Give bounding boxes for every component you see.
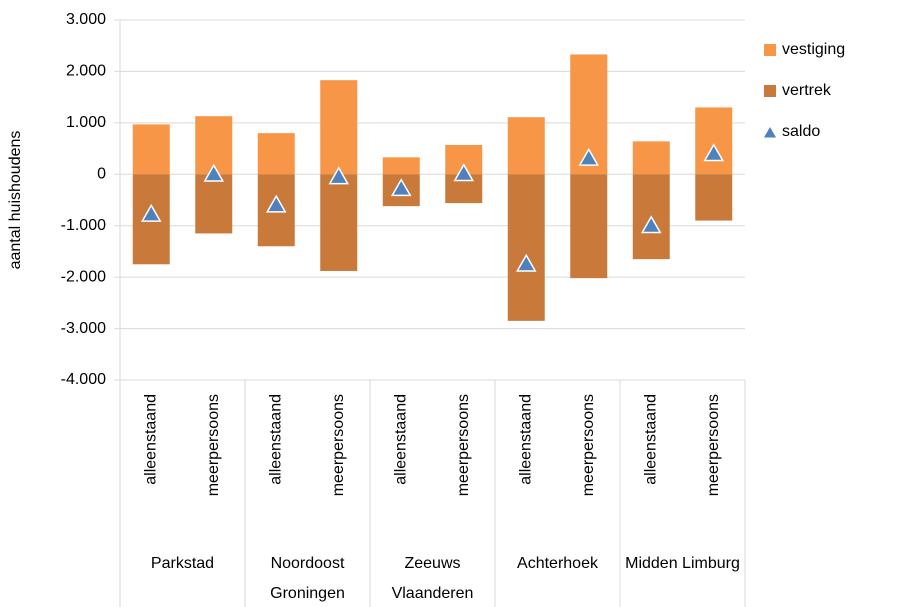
saldo-marker — [515, 253, 537, 272]
saldo-marker — [140, 203, 162, 222]
legend-swatch — [764, 127, 776, 138]
y-axis-title: aantal huishoudens — [7, 131, 24, 270]
x-tick-label: meerpersoons — [580, 394, 597, 496]
bar — [382, 157, 420, 175]
x-tick-label: alleenstaand — [392, 394, 409, 485]
group-label: Zeeuws Vlaanderen — [391, 555, 474, 602]
group-label: Noordoost Groningen — [270, 555, 345, 602]
x-tick-label: alleenstaand — [142, 394, 159, 485]
x-tick-label: meerpersoons — [205, 394, 222, 496]
y-tick-label: 0 — [97, 166, 106, 183]
y-tick-label: 1.000 — [66, 114, 106, 131]
y-tick-label: -4.000 — [61, 371, 106, 388]
group-label: Achterhoek — [517, 555, 598, 572]
legend-label: vestiging — [782, 41, 845, 58]
saldo-marker — [390, 178, 412, 197]
legend-swatch — [764, 85, 776, 97]
x-tick-label: alleenstaand — [267, 394, 284, 485]
bar — [320, 174, 358, 271]
bar — [570, 174, 608, 279]
legend-label: vertrek — [782, 82, 832, 99]
saldo-marker — [578, 147, 600, 166]
y-tick-label: -1.000 — [61, 217, 106, 234]
saldo-marker — [703, 143, 725, 162]
bar — [695, 174, 733, 221]
saldo-marker — [203, 163, 225, 182]
saldo-marker — [265, 194, 287, 213]
x-tick-label: alleenstaand — [517, 394, 534, 485]
saldo-marker — [453, 163, 475, 182]
saldo-marker — [640, 215, 662, 234]
x-tick-label: meerpersoons — [330, 394, 347, 496]
bar — [632, 141, 670, 175]
y-tick-label: 2.000 — [66, 63, 106, 80]
y-tick-label: -2.000 — [61, 268, 106, 285]
bar — [695, 107, 733, 175]
y-tick-label: 3.000 — [66, 11, 106, 28]
x-tick-label: meerpersoons — [455, 394, 472, 496]
bar — [132, 124, 170, 175]
group-label: Midden Limburg — [625, 555, 740, 572]
bar — [195, 174, 233, 234]
bar — [257, 133, 295, 175]
group-label: Parkstad — [150, 555, 215, 572]
y-tick-label: -3.000 — [61, 320, 106, 337]
x-tick-label: meerpersoons — [705, 394, 722, 496]
legend-label: saldo — [782, 123, 820, 140]
saldo-marker — [328, 166, 350, 185]
bar — [320, 80, 358, 175]
legend-swatch — [764, 44, 776, 56]
bar — [507, 117, 545, 175]
x-tick-label: alleenstaand — [642, 394, 659, 485]
bar — [507, 174, 545, 321]
